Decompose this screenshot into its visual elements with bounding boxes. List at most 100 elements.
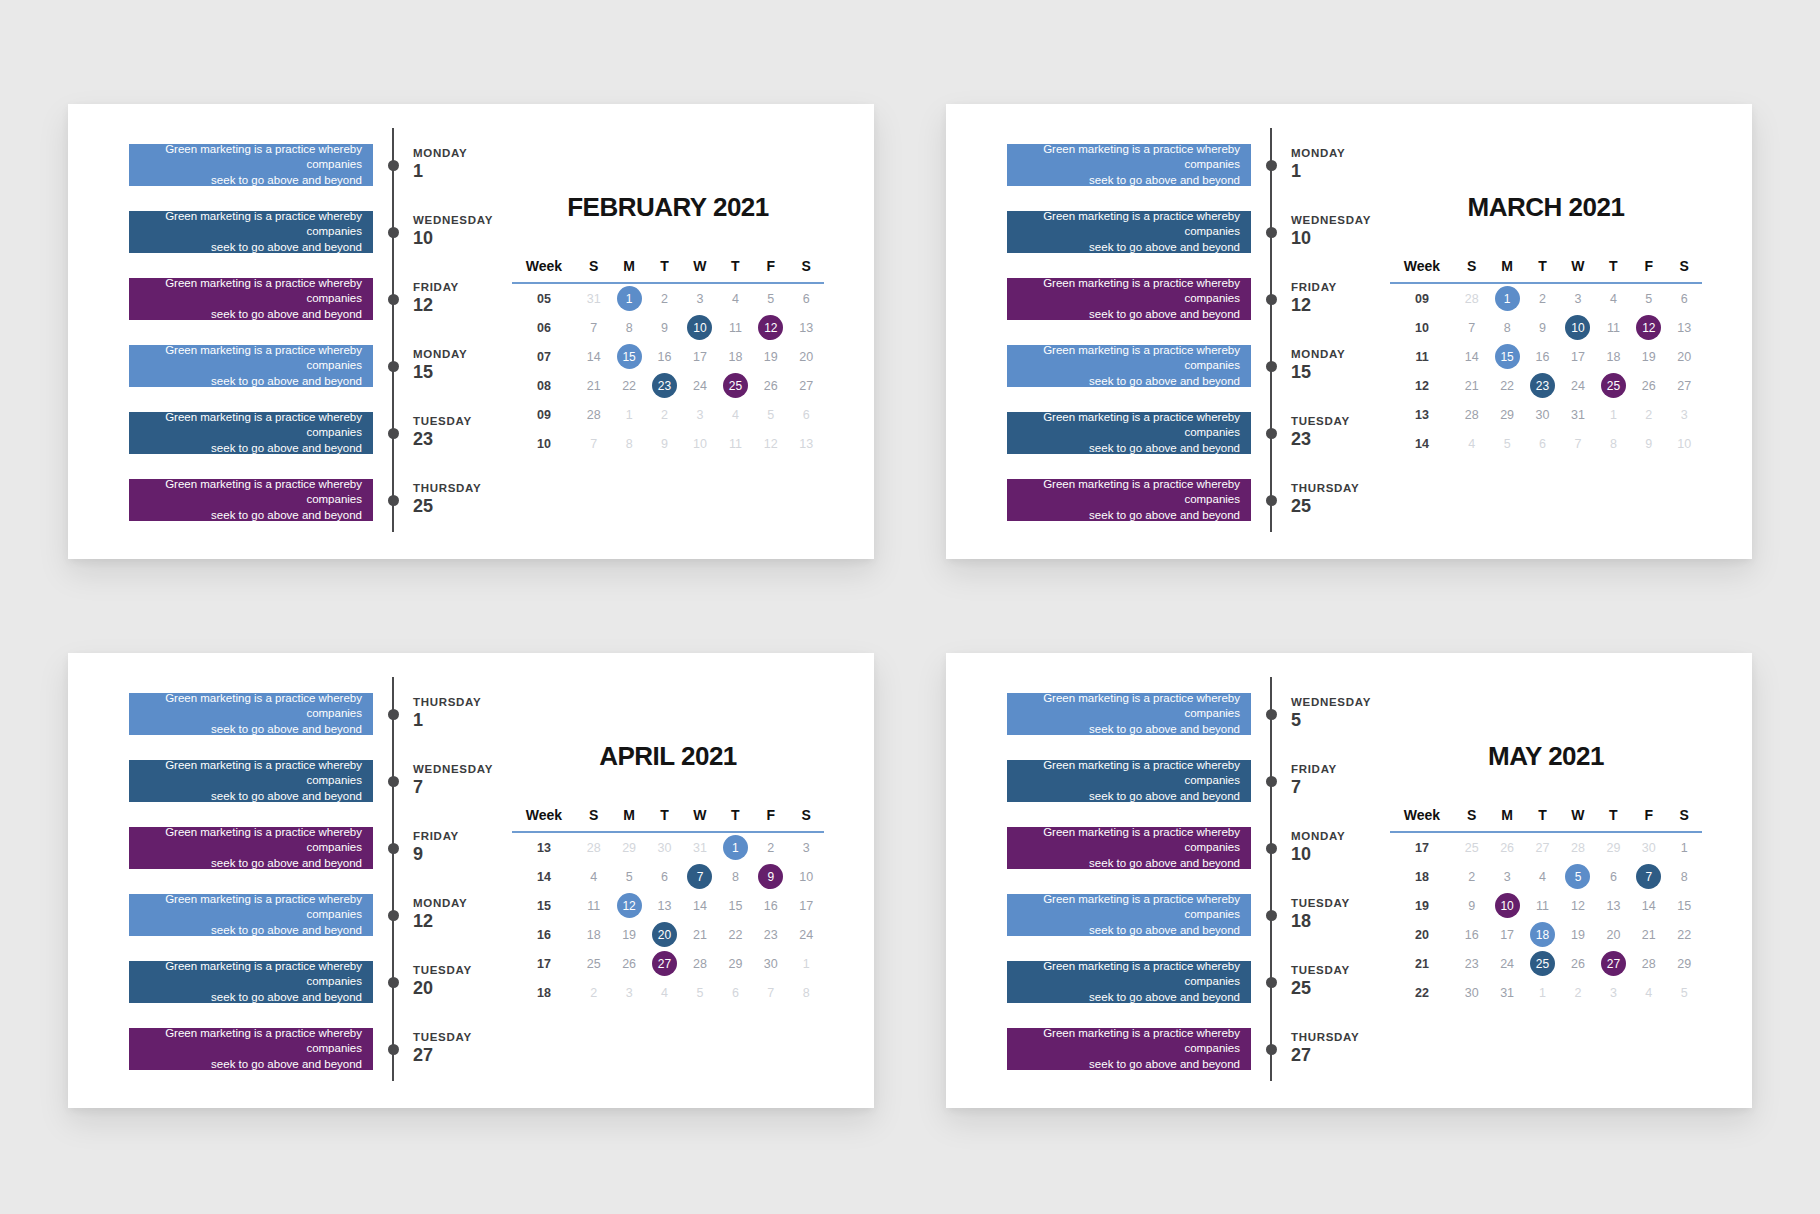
highlighted-day-number: 1 [617, 286, 642, 311]
event-text-line2: seek to go above and beyond [1089, 1057, 1240, 1073]
week-number: 18 [512, 986, 576, 1000]
event-date-label: TUESDAY20 [413, 961, 523, 1003]
day-cell: 5 [1489, 429, 1524, 458]
day-cell: 27 [647, 949, 682, 978]
day-number: 6 [732, 986, 739, 1000]
day-cell: 2 [576, 978, 611, 1007]
day-cell: 17 [1489, 920, 1524, 949]
event-list: Green marketing is a practice whereby co… [1007, 144, 1251, 546]
day-number: 17 [693, 350, 707, 364]
day-column-header: F [753, 807, 788, 823]
event-text-line2: seek to go above and beyond [1089, 173, 1240, 189]
day-cell: 14 [1454, 342, 1489, 371]
day-cell: 2 [1454, 862, 1489, 891]
day-number: 3 [1575, 292, 1582, 306]
event-date-label: THURSDAY25 [413, 479, 523, 521]
event-text-line2: seek to go above and beyond [211, 856, 362, 872]
day-cell: 13 [647, 891, 682, 920]
day-cell: 2 [647, 284, 682, 313]
day-cell: 6 [718, 978, 753, 1007]
day-number: 14 [1465, 350, 1479, 364]
day-cell: 11 [576, 891, 611, 920]
event-date-label: TUESDAY23 [413, 412, 523, 454]
day-number: 5 [626, 870, 633, 884]
day-number: 28 [1465, 292, 1479, 306]
event-day-number: 9 [413, 844, 523, 865]
event-date-label: TUESDAY27 [413, 1028, 523, 1070]
event-text-line2: seek to go above and beyond [211, 722, 362, 738]
day-cell: 11 [718, 313, 753, 342]
timeline-dot [388, 1044, 399, 1055]
week-column-header: Week [1390, 807, 1454, 823]
day-number: 20 [799, 350, 813, 364]
day-cell: 23 [1454, 949, 1489, 978]
day-cell: 31 [576, 284, 611, 313]
day-cell: 19 [1631, 342, 1666, 371]
event-text-line1: Green marketing is a practice whereby co… [1007, 959, 1240, 990]
day-cell: 18 [576, 920, 611, 949]
highlighted-day-number: 23 [652, 373, 677, 398]
event-text-line2: seek to go above and beyond [1089, 923, 1240, 939]
day-number: 28 [693, 957, 707, 971]
highlighted-day-number: 25 [1601, 373, 1626, 398]
day-cell: 7 [682, 862, 717, 891]
event-weekday-label: THURSDAY [413, 482, 523, 494]
event-day-number: 12 [413, 911, 523, 932]
day-number: 17 [799, 899, 813, 913]
event-text-line1: Green marketing is a practice whereby co… [129, 276, 362, 307]
day-column-header: F [1631, 807, 1666, 823]
day-number: 30 [764, 957, 778, 971]
event-bar: Green marketing is a practice whereby co… [1007, 827, 1251, 869]
day-number: 21 [693, 928, 707, 942]
day-number: 1 [803, 957, 810, 971]
day-number: 12 [1571, 899, 1585, 913]
highlighted-day-number: 18 [1530, 922, 1555, 947]
calendar-grid-header: WeekSMTWTFS [1390, 803, 1702, 827]
calendar-card: Green marketing is a practice whereby co… [946, 104, 1752, 559]
day-number: 8 [626, 321, 633, 335]
day-number: 7 [590, 321, 597, 335]
day-cell: 1 [1596, 400, 1631, 429]
day-cell: 27 [1596, 949, 1631, 978]
event-day-number: 27 [413, 1045, 523, 1066]
calendar-week-row: 1078910111213 [512, 429, 824, 458]
day-number: 2 [661, 408, 668, 422]
event-text-line1: Green marketing is a practice whereby co… [129, 343, 362, 374]
day-cell: 24 [682, 371, 717, 400]
event-bar: Green marketing is a practice whereby co… [1007, 894, 1251, 936]
day-cell: 14 [1631, 891, 1666, 920]
week-column-header: Week [512, 258, 576, 274]
week-number: 14 [1390, 437, 1454, 451]
day-cell: 12 [1560, 891, 1595, 920]
day-cell: 11 [1596, 313, 1631, 342]
event-text-line1: Green marketing is a practice whereby co… [129, 477, 362, 508]
day-cell: 16 [753, 891, 788, 920]
calendar-week-row: 0928123456 [1390, 284, 1702, 313]
day-number: 8 [803, 986, 810, 1000]
day-number: 1 [626, 408, 633, 422]
highlighted-day-number: 25 [1530, 951, 1555, 976]
day-number: 30 [1465, 986, 1479, 1000]
event-weekday-label: FRIDAY [413, 281, 523, 293]
day-number: 31 [1571, 408, 1585, 422]
day-number: 28 [1465, 408, 1479, 422]
calendar-grid-header: WeekSMTWTFS [1390, 254, 1702, 278]
day-cell: 20 [1667, 342, 1702, 371]
day-cell: 30 [1631, 833, 1666, 862]
day-number: 2 [767, 841, 774, 855]
day-cell: 26 [753, 371, 788, 400]
day-cell: 28 [576, 400, 611, 429]
day-number: 7 [1468, 321, 1475, 335]
timeline-dot [388, 910, 399, 921]
day-number: 27 [799, 379, 813, 393]
event-bar: Green marketing is a practice whereby co… [129, 894, 373, 936]
calendar-week-row: 1445678910 [1390, 429, 1702, 458]
day-number: 25 [587, 957, 601, 971]
event-date-label: MONDAY12 [413, 894, 523, 936]
calendar-week-row: 0531123456 [512, 284, 824, 313]
day-cell: 13 [1667, 313, 1702, 342]
calendar-week-row: 1511121314151617 [512, 891, 824, 920]
day-cell: 4 [576, 862, 611, 891]
event-weekday-label: THURSDAY [1291, 482, 1401, 494]
day-number: 4 [661, 986, 668, 1000]
